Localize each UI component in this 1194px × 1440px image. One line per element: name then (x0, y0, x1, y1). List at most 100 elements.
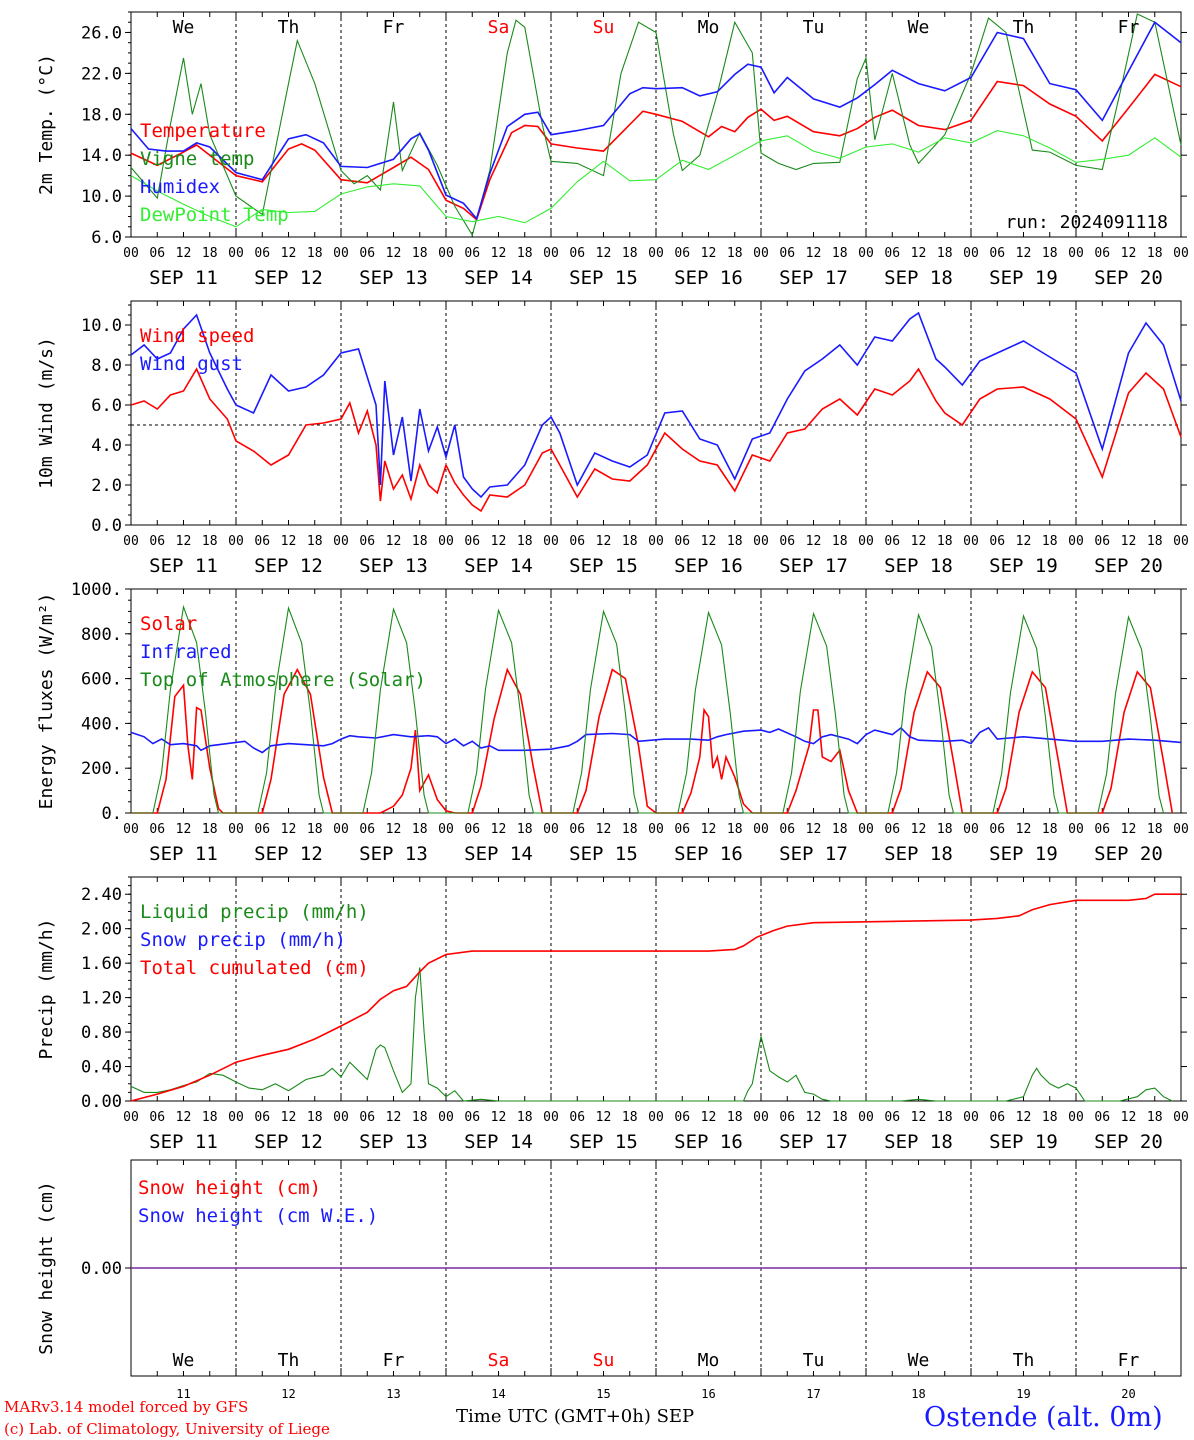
hour-label: 06 (779, 534, 795, 549)
hour-label: 06 (149, 822, 165, 837)
hour-label: 06 (1094, 534, 1110, 549)
y-tick-label: 14.0 (81, 146, 122, 166)
y-tick-label: 600. (81, 670, 122, 690)
hour-label: 00 (1173, 822, 1189, 837)
hour-label: 18 (307, 246, 323, 261)
hour-label: 00 (648, 822, 664, 837)
hour-label: 18 (412, 246, 428, 261)
date-label: SEP 13 (359, 267, 428, 289)
hour-label: 00 (228, 822, 244, 837)
date-label: SEP 17 (779, 555, 848, 577)
hour-label: 12 (1121, 534, 1137, 549)
date-label: SEP 17 (779, 843, 848, 865)
hour-label: 18 (517, 1110, 533, 1125)
day-name: We (173, 1350, 195, 1371)
hour-label: 06 (989, 822, 1005, 837)
hour-label: 18 (727, 1110, 743, 1125)
hour-label: 18 (202, 822, 218, 837)
day-name: Fr (383, 17, 405, 38)
hour-label: 12 (281, 1110, 297, 1125)
hour-label: 18 (937, 822, 953, 837)
hour-label: 06 (884, 534, 900, 549)
hour-label: 06 (359, 1110, 375, 1125)
hour-label: 00 (123, 822, 139, 837)
series-solar (131, 667, 1174, 814)
day-name: Fr (383, 1350, 405, 1371)
hour-label: 00 (1173, 1110, 1189, 1125)
day-name: We (908, 1350, 930, 1371)
series-wind-speed (130, 367, 1182, 513)
y-axis-label: Precip (mm/h) (36, 919, 57, 1060)
hour-label: 00 (438, 246, 454, 261)
date-label: SEP 19 (989, 267, 1058, 289)
hour-label: 06 (1094, 822, 1110, 837)
hour-label: 12 (491, 1110, 507, 1125)
day-name: Th (278, 1350, 300, 1371)
series-wind-gust (130, 311, 1182, 499)
hour-label: 18 (1042, 822, 1058, 837)
hour-label: 12 (176, 1110, 192, 1125)
hour-label: 06 (674, 246, 690, 261)
hour-label: 06 (779, 1110, 795, 1125)
hour-label: 12 (911, 534, 927, 549)
hour-label: 12 (596, 1110, 612, 1125)
hour-label: 18 (1042, 246, 1058, 261)
hour-label: 18 (832, 822, 848, 837)
hour-label: 18 (1147, 822, 1163, 837)
y-tick-label: 0.00 (81, 1259, 122, 1279)
day-name: Su (593, 1350, 615, 1371)
hour-label: 00 (858, 246, 874, 261)
day-name: Mo (698, 1350, 720, 1371)
hour-label: 18 (307, 534, 323, 549)
hour-label: 06 (464, 534, 480, 549)
hour-label: 18 (832, 246, 848, 261)
hour-label: 00 (438, 1110, 454, 1125)
y-axis-label: 10m Wind (m/s) (36, 337, 57, 489)
date-label: SEP 17 (779, 267, 848, 289)
day-number: 16 (701, 1387, 715, 1401)
hour-label: 18 (937, 246, 953, 261)
hour-label: 00 (963, 822, 979, 837)
date-label: SEP 15 (569, 267, 638, 289)
y-tick-label: 22.0 (81, 64, 122, 84)
day-name: Tu (803, 17, 825, 38)
lab-credit: (c) Lab. of Climatology, University of L… (4, 1420, 330, 1438)
hour-label: 00 (123, 534, 139, 549)
hour-label: 06 (989, 534, 1005, 549)
hour-label: 18 (202, 534, 218, 549)
date-label: SEP 14 (464, 1131, 533, 1153)
time-axis-label: Time UTC (GMT+0h) SEP (456, 1406, 695, 1427)
hour-label: 18 (517, 822, 533, 837)
hour-label: 00 (438, 822, 454, 837)
date-label: SEP 12 (254, 267, 323, 289)
legend-entry: Liquid precip (mm/h) (140, 901, 369, 923)
hour-label: 00 (753, 822, 769, 837)
hour-label: 12 (176, 246, 192, 261)
y-tick-label: 0.0 (91, 516, 122, 536)
date-label: SEP 18 (884, 555, 953, 577)
day-name: Tu (803, 1350, 825, 1371)
date-label: SEP 20 (1094, 267, 1163, 289)
hour-label: 00 (1068, 1110, 1084, 1125)
hour-label: 18 (622, 822, 638, 837)
hour-label: 00 (438, 534, 454, 549)
hour-label: 18 (202, 1110, 218, 1125)
hour-label: 00 (1173, 534, 1189, 549)
legend-entry: Total cumulated (cm) (140, 957, 369, 979)
hour-label: 18 (1042, 534, 1058, 549)
date-label: SEP 18 (884, 267, 953, 289)
hour-label: 00 (228, 1110, 244, 1125)
hour-label: 00 (1068, 534, 1084, 549)
hour-label: 00 (1068, 246, 1084, 261)
day-name: Su (593, 17, 615, 38)
legend-entry: Solar (140, 613, 197, 635)
hour-label: 06 (569, 534, 585, 549)
hour-label: 00 (333, 246, 349, 261)
hour-label: 12 (1016, 246, 1032, 261)
hour-label: 06 (884, 246, 900, 261)
hour-label: 12 (596, 246, 612, 261)
hour-label: 06 (254, 1110, 270, 1125)
legend-entry: DewPoint Temp (140, 204, 289, 226)
date-label: SEP 19 (989, 1131, 1058, 1153)
series-total-cumulated-cm- (130, 893, 1181, 1102)
